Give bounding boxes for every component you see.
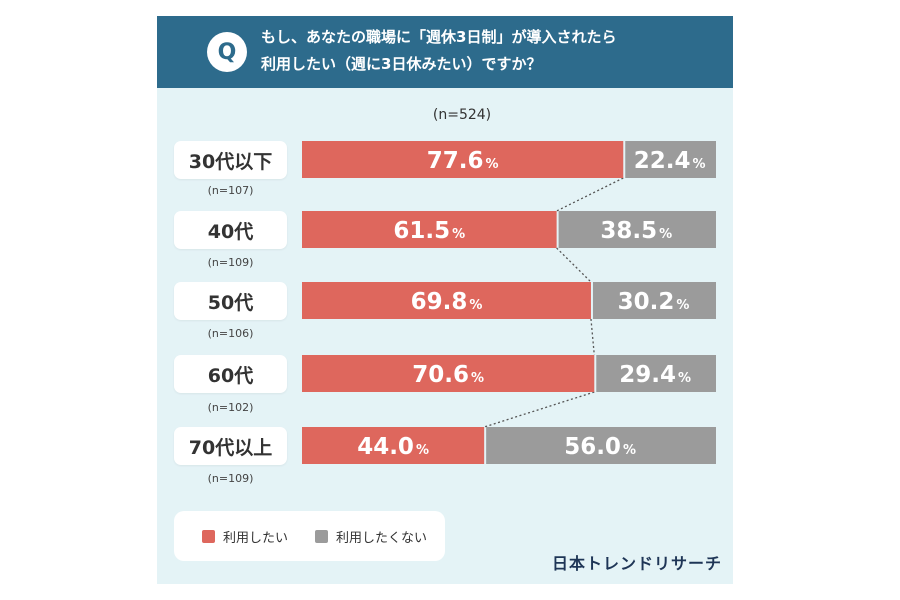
bar-not-use-4 [486,427,716,464]
legend-label-use: 利用したい [223,531,289,546]
data-label-use-2: 69.8% [411,289,483,315]
question-header: Q もし、あなたの職場に「週休3日制」が導入されたら 利用したい（週に3日休みた… [157,16,733,88]
legend-label-not-use: 利用したくない [336,531,428,546]
bar-use-0 [302,141,624,178]
category-n-0: (n=107) [207,184,254,197]
bar-not-use-3 [596,355,716,392]
data-label-not-use-1: 38.5% [600,218,672,244]
bar-not-use-2 [592,282,716,319]
category-label-4: 70代以上 [174,427,287,465]
bar-use-2 [302,282,591,319]
bar-not-use-0 [625,141,716,178]
legend-item-not-use: 利用したくない [315,527,427,546]
data-label-not-use-4: 56.0% [564,434,636,460]
data-label-use-4: 44.0% [357,434,429,460]
category-n-2: (n=106) [207,327,254,340]
data-label-use-3: 70.6% [412,362,484,388]
connector-line-0 [556,177,624,212]
category-label-1: 40代 [174,211,287,249]
bar-use-1 [302,211,557,248]
legend: 利用したい 利用したくない [174,511,445,561]
data-label-not-use-0: 22.4% [634,148,706,174]
bar-use-3 [302,355,595,392]
question-line-2: 利用したい（週に3日休みたい）ですか？ [261,55,542,73]
category-label-2: 50代 [174,282,287,320]
category-n-1: (n=109) [207,256,254,269]
data-label-use-1: 61.5% [393,218,465,244]
category-n-4: (n=109) [207,472,254,485]
legend-swatch-use [202,530,215,543]
data-label-not-use-2: 30.2% [618,289,690,315]
connector-line-3 [483,391,595,428]
category-n-3: (n=102) [207,401,254,414]
category-label-3: 60代 [174,355,287,393]
brand-logo-text: 日本トレンドリサーチ [552,554,723,573]
total-sample-size: (n=524) [432,107,492,123]
stacked-bar-chart: 77.6% 22.4 % 61.5% 38.5 % 69.8% 30.2 % 70.6% 29.4%… [302,141,716,464]
legend-swatch-not-use [315,530,328,543]
category-label-0: 30代以下 [174,141,287,179]
question-line-1: もし、あなたの職場に「週休3日制」が導入されたら [261,28,617,46]
data-label-use-0: 77.6% [427,148,499,174]
q-badge: Q [207,32,247,72]
bar-not-use-1 [558,211,716,248]
data-label-not-use-3: 29.4% [619,362,691,388]
legend-item-use: 利用したい [202,527,288,546]
bar-use-4 [302,427,485,464]
connector-line-2 [590,318,595,356]
question-text: もし、あなたの職場に「週休3日制」が導入されたら 利用したい（週に3日休みたい）… [261,24,721,78]
chart-card: Q もし、あなたの職場に「週休3日制」が導入されたら 利用したい（週に3日休みた… [157,16,733,584]
connector-line-1 [556,247,592,283]
